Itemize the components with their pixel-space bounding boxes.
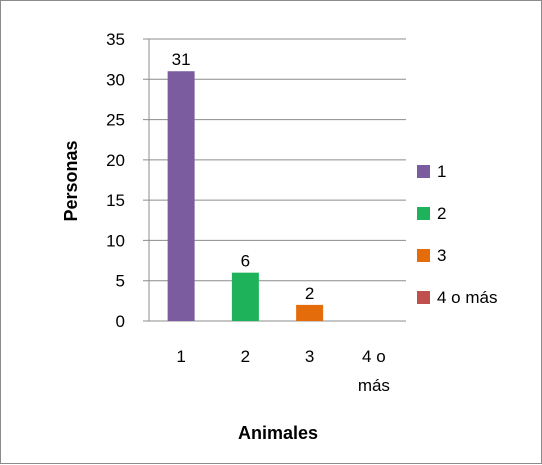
y-tick-label: 0 (116, 312, 125, 331)
data-label: 31 (172, 50, 191, 69)
bars (167, 71, 324, 321)
x-tick-label: 1 (176, 347, 185, 366)
bar (167, 71, 195, 321)
x-tick-label: 3 (305, 347, 314, 366)
legend-label: 2 (437, 204, 446, 223)
x-axis-ticks: 1 2 3 4 o más (176, 347, 390, 395)
legend-swatch (417, 291, 430, 304)
x-axis-title: Animales (238, 423, 318, 443)
y-axis-title: Personas (61, 140, 81, 221)
legend-swatch (417, 207, 430, 220)
legend-swatch (417, 249, 430, 262)
data-label: 2 (305, 284, 314, 303)
y-tick-label: 10 (106, 231, 125, 250)
y-tick-label: 25 (106, 111, 125, 130)
y-tick-label: 30 (106, 70, 125, 89)
legend-label: 4 o más (437, 288, 497, 307)
bar (231, 272, 259, 321)
data-label: 6 (241, 252, 250, 271)
y-tick-label: 15 (106, 191, 125, 210)
legend-label: 3 (437, 246, 446, 265)
bar (296, 304, 324, 321)
x-tick-label: 4 o más (358, 347, 390, 395)
x-tick-label: 2 (241, 347, 250, 366)
legend: 1 2 3 4 o más (417, 162, 497, 307)
data-labels: 31 6 2 (172, 50, 315, 303)
legend-swatch (417, 165, 430, 178)
legend-label: 1 (437, 162, 446, 181)
y-tick-label: 20 (106, 151, 125, 170)
y-axis-ticks: 0 5 10 15 20 25 30 35 (106, 30, 125, 331)
y-tick-label: 35 (106, 30, 125, 49)
y-tick-label: 5 (116, 272, 125, 291)
